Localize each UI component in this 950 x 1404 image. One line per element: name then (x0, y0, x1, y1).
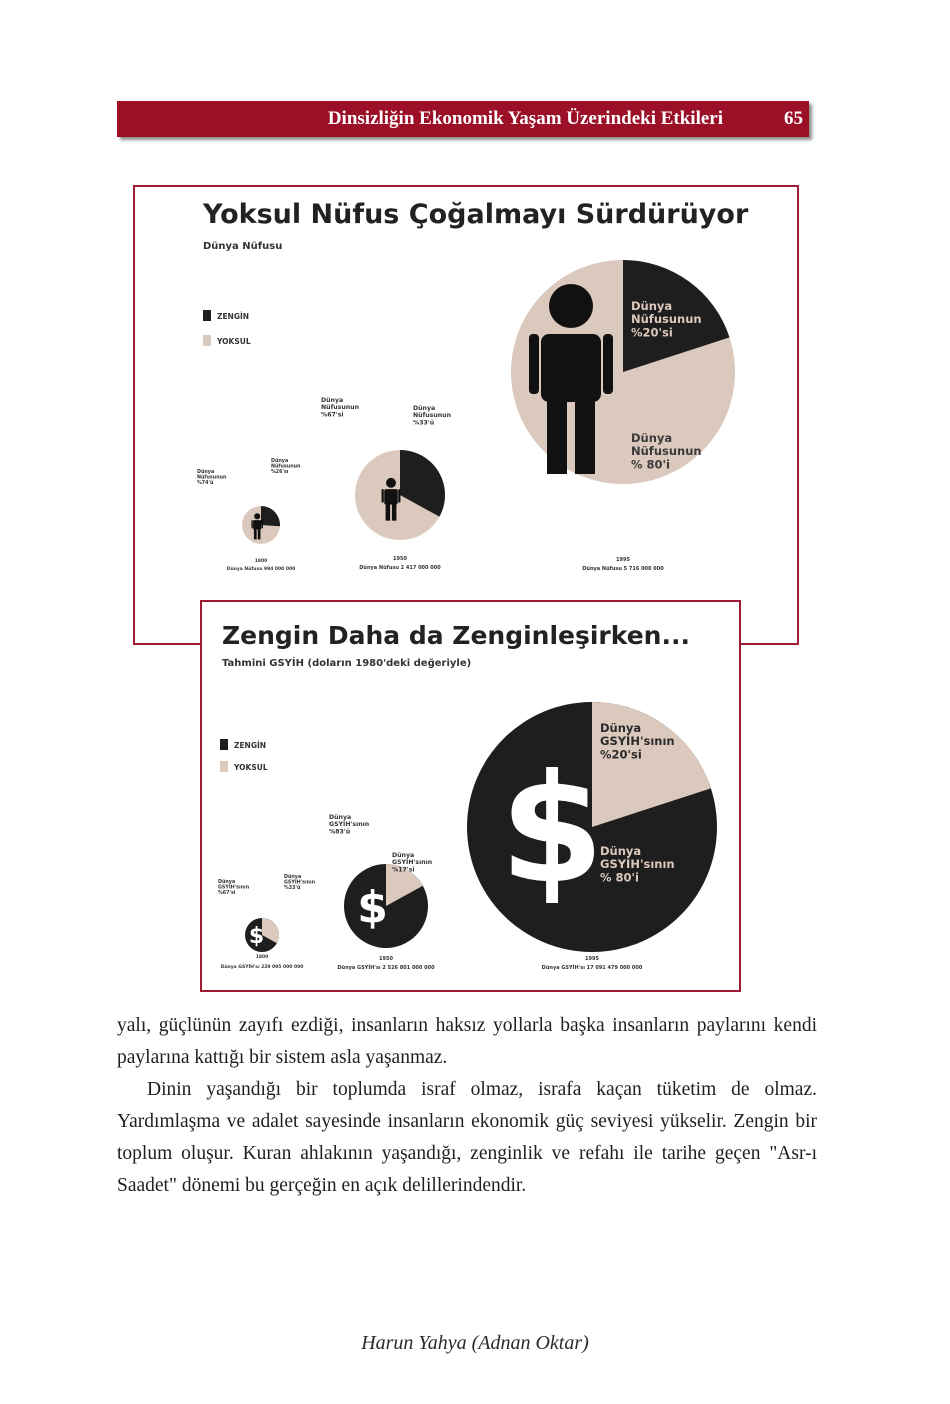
pie1-slice-rich-1950 (400, 450, 446, 517)
pie2-year-1950: 1950 (379, 956, 393, 962)
pie2-total-1800: Dünya GSYİH'sı 229 095 000 000 (221, 963, 304, 970)
pie2-rich-label-1995: Dünya GSYİH'sının% 80'i (600, 844, 675, 884)
legend-poor-label: YOKSUL (216, 337, 251, 346)
footer-author: Harun Yahya (Adnan Oktar) (361, 1332, 589, 1354)
legend-poor-swatch (203, 335, 211, 346)
paragraph-1: yalı, güçlünün zayıfı ezdiği, insanların… (117, 1015, 817, 1068)
pie1-total-1995: Dünya Nüfusu 5 716 000 000 (582, 566, 664, 572)
pie2-total-1995: Dünya GSYİH'sı 17 091 479 000 000 (542, 964, 643, 971)
pie1-total-1800: Dünya Nüfusu 994 000 000 (227, 566, 296, 572)
pie2-rich-label-1950: Dünya GSYİH'sının %83'ü (329, 814, 369, 835)
pie1-year-1950: 1950 (393, 556, 407, 562)
chart1-title: Yoksul Nüfus Çoğalmayı Sürdürüyor (202, 199, 749, 230)
pie1-rich-label-1995: Dünya Nüfusunun %20'si (631, 299, 702, 339)
pie2-year-1995: 1995 (585, 956, 599, 962)
pie2-year-1800: 1800 (256, 954, 269, 960)
pie1-year-1995: 1995 (616, 557, 630, 563)
population-chart: Yoksul Nüfus Çoğalmayı Sürdürüyor Dünya … (197, 199, 749, 572)
pie1-slice-rich-1995 (623, 260, 730, 372)
pie1-year-1800: 1800 (255, 558, 268, 564)
legend-rich-swatch (203, 310, 211, 321)
running-header-title: Dinsizliğin Ekonomik Yaşam Üzerindeki Et… (327, 108, 723, 129)
chart2-subtitle: Tahmini GSYİH (doların 1980'deki değeriy… (222, 655, 471, 669)
pie1-rich-label-1800: Dünya Nüfusunun %26'sı (271, 458, 301, 475)
pie2-poor-label-1995: Dünya GSYİH'sının %20'si (600, 721, 675, 761)
person-icon (529, 284, 613, 474)
pie1-slice-rich-1800 (261, 506, 280, 527)
legend2-rich-label: ZENGİN (234, 741, 266, 750)
dollar-icon: $ (357, 882, 388, 933)
dollar-icon: $ (249, 924, 264, 949)
chart2-pies: $ Dünya GSYİH'sının %67'si Dünya GSYİH'sının%… (218, 702, 717, 971)
chart1-pies: Dünya Nüfusunun %74'ü Dünya Nüfusunun %26'sı 1… (197, 260, 735, 572)
legend2-poor-label: YOKSUL (233, 763, 268, 772)
pie2-poor-label-1950: Dünya GSYİH'sının %17'si (392, 852, 432, 873)
pie1-poor-label-1995: Dünya Nüfusunun% 80'i (631, 431, 702, 471)
chart2-title: Zengin Daha da Zenginleşirken... (222, 621, 690, 650)
pie2-poor-label-1800: Dünya GSYİH'sının %33'ü (284, 874, 316, 891)
pie2-rich-label-1800: Dünya GSYİH'sının %67'si (218, 879, 250, 896)
pie2-slice-poor-1995 (592, 702, 711, 827)
person-icon (381, 477, 401, 521)
chart1-subtitle: Dünya Nüfusu (203, 241, 282, 252)
pie1-rich-label-1950: Dünya Nüfusunun %33'ü (413, 405, 451, 426)
legend2-rich-swatch (220, 739, 228, 750)
body-text: yalı, güçlünün zayıfı ezdiği, insanların… (117, 1010, 817, 1202)
dollar-icon: $ (500, 743, 604, 917)
gdp-chart: Zengin Daha da Zenginleşirken... Tahmini… (218, 621, 717, 971)
gdp-infographic: Zengin Daha da Zenginleşirken... Tahmini… (200, 600, 741, 992)
legend2-poor-swatch (220, 761, 228, 772)
running-header: Dinsizliğin Ekonomik Yaşam Üzerindeki Et… (117, 101, 809, 137)
pie1-poor-label-1800: Dünya Nüfusunun %74'ü (197, 469, 227, 486)
population-infographic: Yoksul Nüfus Çoğalmayı Sürdürüyor Dünya … (133, 185, 799, 645)
legend-rich-label: ZENGİN (217, 312, 249, 321)
pie1-poor-label-1950: Dünya Nüfusunun %67'si (321, 397, 359, 418)
pie2-total-1950: Dünya GSYİH'sı 2 526 801 000 000 (337, 964, 435, 971)
paragraph-2: Dinin yaşandığı bir toplumda israf olmaz… (117, 1079, 817, 1196)
pie2-slice-poor-1800 (262, 918, 279, 944)
person-icon (251, 513, 263, 540)
pie1-total-1950: Dünya Nüfusu 2 417 000 000 (359, 565, 441, 571)
pie2-slice-poor-1950 (386, 864, 423, 906)
page-number: 65 (784, 108, 803, 129)
